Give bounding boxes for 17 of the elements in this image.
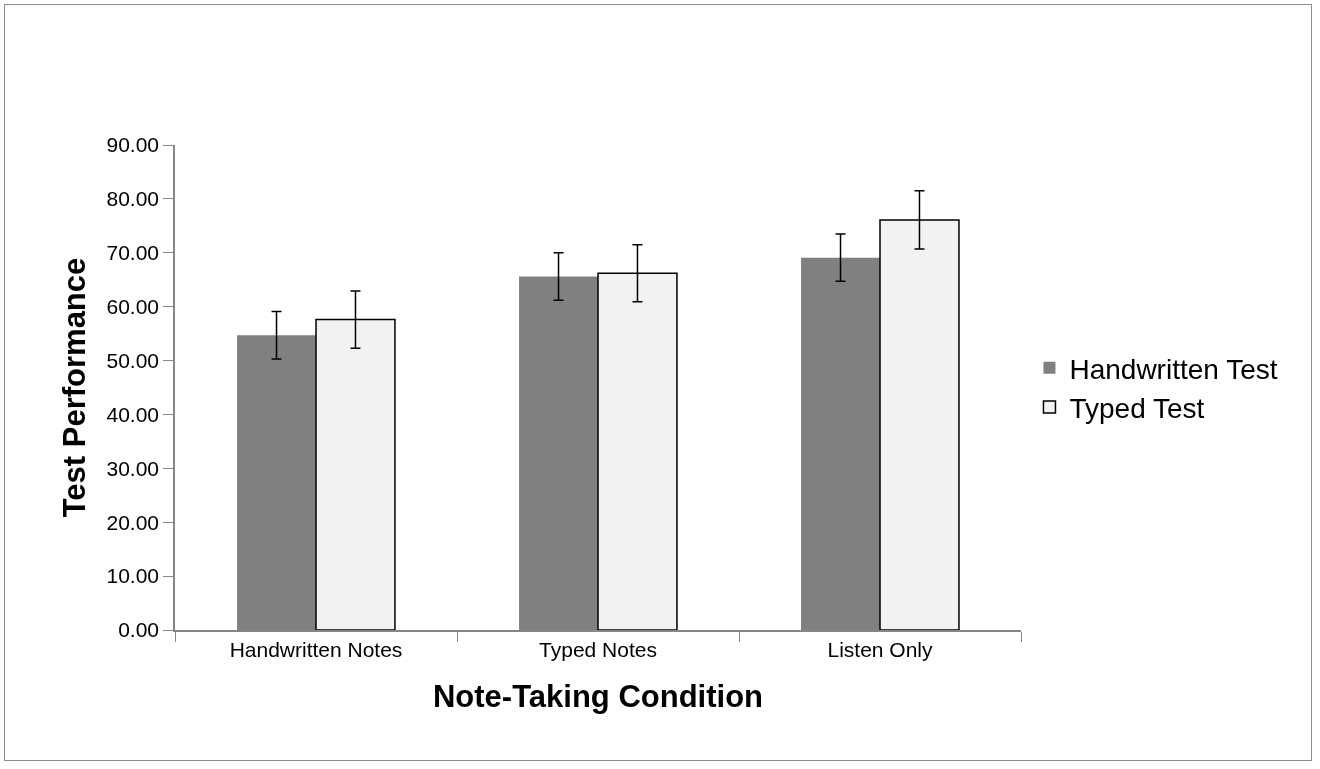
legend-label: Typed Test	[1069, 393, 1205, 425]
x-axis-title: Note-Taking Condition	[432, 678, 764, 714]
x-tick-label: Typed Notes	[539, 637, 657, 661]
y-tick-label: 60.00	[106, 295, 160, 319]
y-tick-label: 90.00	[106, 133, 160, 157]
x-tick-label: Handwritten Notes	[229, 637, 403, 661]
y-tick-label: 0.00	[118, 618, 160, 642]
y-tick-label: 50.00	[106, 348, 160, 372]
x-tick-label: Listen Only	[827, 637, 934, 661]
y-tick-label: 80.00	[106, 187, 160, 211]
y-tick-label: 10.00	[106, 564, 160, 588]
y-tick-label: 30.00	[106, 456, 160, 480]
y-tick-label: 40.00	[106, 402, 160, 426]
y-tick-label: 70.00	[106, 241, 160, 265]
y-axis-title: Test Performance	[56, 257, 92, 518]
legend-label: Handwritten Test	[1069, 353, 1278, 385]
y-tick-label: 20.00	[106, 510, 160, 534]
